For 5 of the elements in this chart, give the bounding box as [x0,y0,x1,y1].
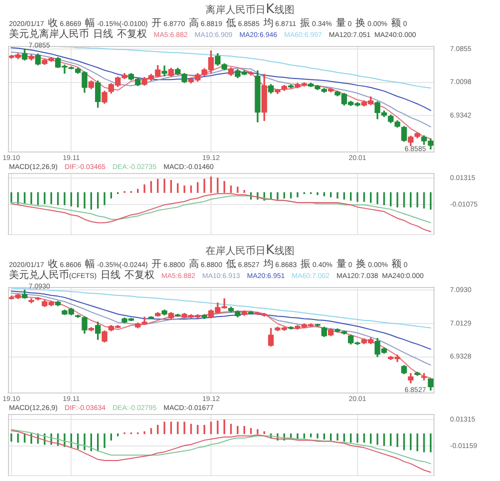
chart-title: 离岸人民币日K线图 [204,2,296,18]
candlestick [421,373,427,380]
candlestick [162,66,168,76]
chart-title: 在岸人民币日K线图 [204,243,296,259]
text: 美元兑离岸人民币 日线 不复权 [9,29,147,40]
